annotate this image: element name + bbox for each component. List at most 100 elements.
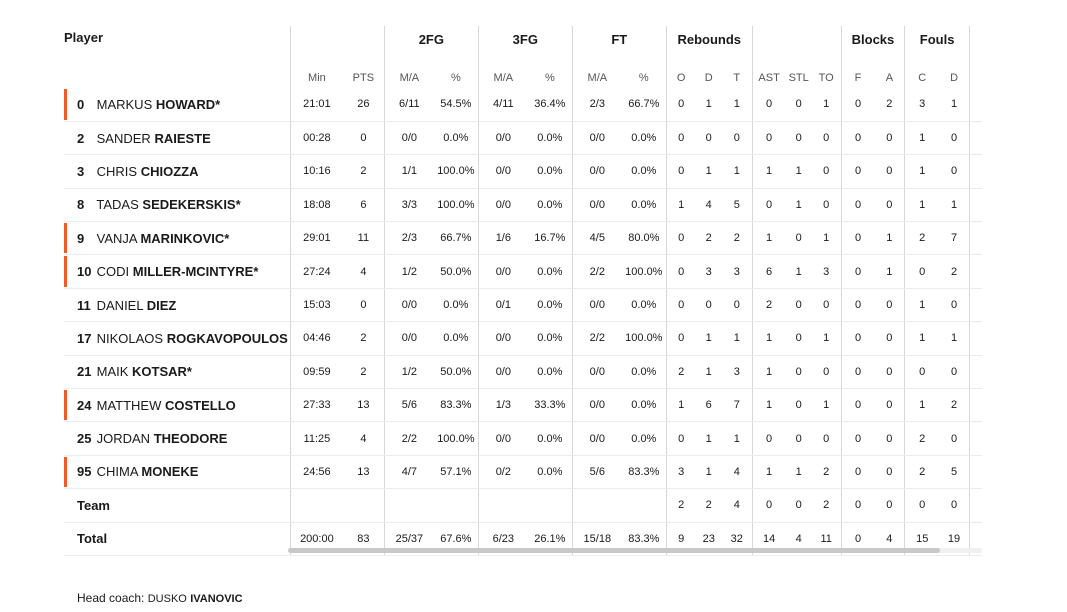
player-row[interactable]: 24 MATTHEW COSTELLO 27:33 13 5/6 83.3% 1/3 33.…: [64, 388, 982, 423]
cell-stl: 0: [785, 421, 812, 456]
boxscore-table-container[interactable]: Player 2FG 3FG FT Rebounds Blocks Fouls …: [64, 26, 982, 556]
cell-c: 0: [904, 254, 940, 289]
player-row[interactable]: 0 MARKUS HOWARD* 21:01 26 6/11 54.5% 4/11 36.4…: [64, 88, 982, 122]
player-name-cell[interactable]: 0 MARKUS HOWARD*: [64, 88, 291, 122]
cell-ast: 2: [751, 288, 786, 323]
cell-d: 4: [695, 188, 722, 223]
cell-min: 29:01: [289, 221, 343, 256]
cell-t: 1: [721, 421, 753, 456]
col-3fg-ma[interactable]: M/A: [477, 48, 528, 88]
player-first-name: NIKOLAOS: [96, 330, 164, 346]
cell-ft: 0/0: [571, 388, 622, 423]
player-name-cell[interactable]: 95 CHIMA MONEKE: [64, 455, 291, 490]
player-name-cell[interactable]: 9 VANJA MARINKOVIC*: [64, 221, 291, 256]
player-row[interactable]: 25 JORDAN THEODORE 11:25 4 2/2 100.0% 0/0 0.0%…: [64, 421, 982, 456]
cell-pir: 4: [968, 154, 982, 189]
cell-to: 0: [811, 288, 842, 323]
player-row[interactable]: 10 CODI MILLER-MCINTYRE* 27:24 4 1/2 50.0% 0/…: [64, 254, 982, 289]
player-number: 17: [77, 330, 92, 346]
player-name-cell[interactable]: 8 TADAS SEDEKERSKIS*: [64, 188, 291, 223]
col-fouls-d[interactable]: D: [950, 72, 959, 84]
cell-c: 3: [904, 88, 940, 122]
col-ft-pct[interactable]: %: [638, 72, 649, 84]
cell-ast: 6: [751, 254, 786, 289]
cell-t: 1: [721, 321, 753, 356]
cell-c: 2: [904, 455, 940, 490]
cell-a: 0: [874, 154, 905, 189]
cell-fg3p: 0.0%: [527, 455, 573, 490]
cell-t: 0: [721, 121, 753, 156]
player-name-cell[interactable]: 24 MATTHEW COSTELLO: [64, 388, 291, 423]
cell-ftp: 0.0%: [621, 288, 667, 323]
col-reb-o[interactable]: O: [665, 48, 696, 88]
cell-o: 0: [665, 254, 696, 289]
cell-c: 1: [904, 121, 940, 156]
cell-min: 00:28: [289, 121, 343, 156]
col-blk-f[interactable]: F: [840, 48, 875, 88]
player-row[interactable]: 2 SANDER RAIESTE 00:28 0 0/0 0.0% 0/0 0.0% 0/0 0…: [64, 121, 982, 156]
player-number: 24: [77, 397, 92, 413]
col-blk-a[interactable]: A: [885, 72, 894, 84]
cell-c: 1: [904, 288, 940, 323]
cell-pir: 9: [968, 522, 982, 556]
col-pir[interactable]: PI: [968, 48, 982, 88]
player-row[interactable]: 11 DANIEL DIEZ 15:03 0 0/0 0.0% 0/1 0.0% 0/0 0.0…: [64, 288, 982, 323]
col-fouls-c[interactable]: C: [904, 48, 940, 88]
cell-ast: 0: [751, 421, 786, 456]
player-name-cell[interactable]: 2 SANDER RAIESTE: [64, 121, 291, 156]
col-min[interactable]: Min: [289, 48, 343, 88]
cell-fg3: 0/0: [477, 121, 528, 156]
cell-pts: 11: [342, 221, 385, 256]
player-row[interactable]: 8 TADAS SEDEKERSKIS* 18:08 6 3/3 100.0% 0/0 0.…: [64, 188, 982, 223]
player-name-cell[interactable]: 3 CHRIS CHIOZZA: [64, 154, 291, 189]
starter-marker: [64, 89, 67, 120]
cell-fg3: 0/0: [477, 154, 528, 189]
cell-t: 4: [721, 488, 753, 523]
col-3fg-pct[interactable]: %: [544, 72, 555, 84]
col-2fg-ma[interactable]: M/A: [383, 48, 434, 88]
col-to[interactable]: TO: [818, 72, 834, 84]
col-ast[interactable]: AST: [751, 48, 786, 88]
cell-stl: 1: [785, 455, 812, 490]
cell-fg2p: 83.3%: [433, 388, 479, 423]
team-row: Team22400200002: [64, 488, 982, 523]
cell-fg3: 0/0: [477, 254, 528, 289]
col-reb-d[interactable]: D: [704, 72, 713, 84]
col-stl[interactable]: STL: [788, 72, 809, 84]
head-coach-last-name: IVANOVIC: [190, 593, 243, 605]
player-row[interactable]: 21 MAIK KOTSAR* 09:59 2 1/2 50.0% 0/0 0.0% 0/0 0…: [64, 355, 982, 390]
player-name-cell[interactable]: 25 JORDAN THEODORE: [64, 421, 291, 456]
cell-a: 0: [874, 355, 905, 390]
cell-o: 0: [665, 421, 696, 456]
cell-ast: 1: [751, 455, 786, 490]
col-pts[interactable]: PTS: [352, 72, 375, 84]
cell-pts: 0: [342, 121, 385, 156]
player-first-name: VANJA: [96, 230, 137, 246]
player-last-name: CHIOZZA: [140, 163, 199, 179]
cell-fg3p: 0.0%: [527, 421, 573, 456]
cell-pir: 5: [968, 355, 982, 390]
player-row[interactable]: 9 VANJA MARINKOVIC* 29:01 11 2/3 66.7% 1/6 16.…: [64, 221, 982, 256]
player-row[interactable]: 3 CHRIS CHIOZZA 10:16 2 1/1 100.0% 0/0 0.0% 0/0…: [64, 154, 982, 189]
player-row[interactable]: 17 NIKOLAOS ROGKAVOPOULOS 04:46 2 0/0 0.0% 0/…: [64, 321, 982, 356]
cell-pts: 4: [342, 254, 385, 289]
player-name-cell[interactable]: 17 NIKOLAOS ROGKAVOPOULOS: [64, 321, 291, 356]
cell-d: 2: [695, 221, 722, 256]
col-reb-t[interactable]: T: [733, 72, 741, 84]
cell-a: 0: [874, 421, 905, 456]
cell-pts: 13: [342, 455, 385, 490]
cell-ast: 0: [751, 121, 786, 156]
cell-a: 0: [874, 388, 905, 423]
player-name-cell[interactable]: 21 MAIK KOTSAR*: [64, 355, 291, 390]
col-2fg-pct[interactable]: %: [450, 72, 461, 84]
head-coach-first-name: DUSKO: [147, 593, 187, 605]
horizontal-scrollbar-thumb[interactable]: [288, 548, 940, 553]
player-first-name: MARKUS: [96, 96, 153, 112]
cell-ast: 0: [751, 88, 786, 122]
player-row[interactable]: 95 CHIMA MONEKE 24:56 13 4/7 57.1% 0/2 0.0% 5/6…: [64, 455, 982, 490]
col-ft-ma[interactable]: M/A: [571, 48, 622, 88]
cell-fg3p: 0.0%: [527, 154, 573, 189]
player-name-cell[interactable]: 10 CODI MILLER-MCINTYRE*: [64, 254, 291, 289]
cell-pir: 3: [968, 321, 982, 356]
player-name-cell[interactable]: 11 DANIEL DIEZ: [64, 288, 291, 323]
